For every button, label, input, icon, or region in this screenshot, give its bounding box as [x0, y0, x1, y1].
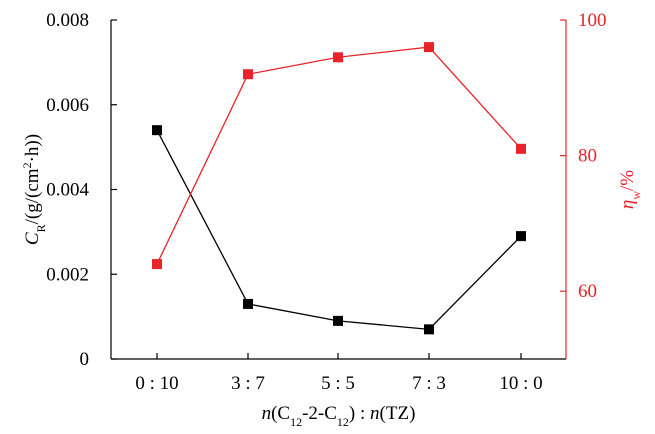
chart-axes [110, 19, 567, 360]
series-2-point-3 [333, 52, 343, 63]
y-left-tick-label: 0 [80, 349, 90, 370]
y-right-tick-label: 60 [578, 281, 597, 302]
y-left-tick-label: 0.008 [46, 10, 89, 31]
series-1-point-3 [333, 315, 343, 326]
x-tick-label: 3 : 7 [231, 373, 265, 394]
x-tick-label: 5 : 5 [321, 373, 355, 394]
x-tick-label: 0 : 10 [135, 373, 178, 394]
y-right-axis-title: ηw/% [617, 170, 643, 209]
y-right-tick-label: 100 [578, 10, 607, 31]
series-2-point-1 [152, 259, 162, 270]
series-2-point-5 [516, 143, 526, 154]
y-left-tick-label: 0.006 [46, 95, 89, 116]
x-tick-label: 7 : 3 [412, 373, 446, 394]
y-left-tick-label: 0.002 [46, 264, 89, 285]
x-tick-label: 10 : 0 [499, 373, 542, 394]
series-1-point-1 [152, 125, 162, 136]
y-right-tick-label: 80 [578, 146, 597, 167]
series-2-line [156, 46, 522, 265]
y-left-tick-label: 0.004 [46, 180, 89, 201]
series-2-point-2 [243, 69, 253, 80]
x-axis-title: n(C12-2-C12) : n(TZ) [262, 403, 416, 429]
series-1-point-4 [424, 324, 434, 335]
series-1-line [156, 129, 522, 331]
series-2-point-4 [424, 42, 434, 53]
series-1-point-2 [243, 298, 253, 309]
chart-labels: 0 0.002 0.004 0.006 0.008 60 80 100 0 : 10 3 : 7 5… [20, 10, 643, 429]
y-left-axis-title: CR/(g/(cm2·h)) [20, 134, 48, 245]
chart-marks [152, 42, 526, 335]
series-1-point-5 [516, 231, 526, 242]
